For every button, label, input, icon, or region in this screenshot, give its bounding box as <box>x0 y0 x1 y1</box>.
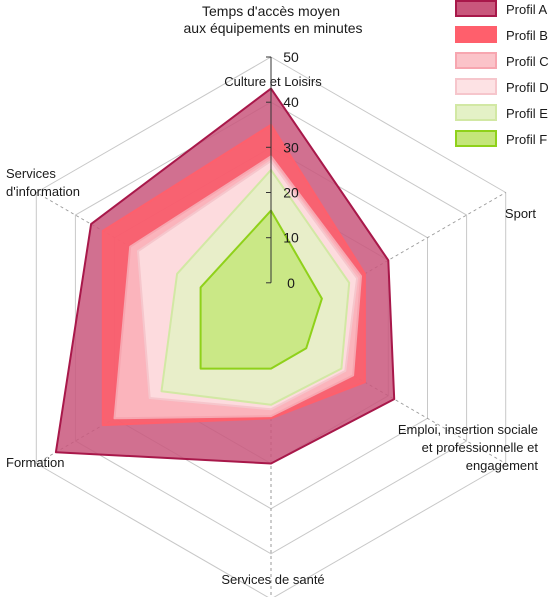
axis-label-sport: Sport <box>505 206 536 221</box>
chart-title-line-1: Temps d'accès moyen <box>202 3 340 19</box>
legend-swatch-profil-e <box>455 104 497 121</box>
tick-label-40: 40 <box>283 94 299 110</box>
axis-label-formation: Formation <box>6 455 65 470</box>
legend-swatch-profil-a <box>455 0 497 17</box>
axis-label-line: Services de santé <box>221 572 324 587</box>
series-layer <box>54 87 396 465</box>
axis-label-line: Emploi, insertion sociale <box>398 422 538 437</box>
axis-label-line: d'information <box>6 184 80 199</box>
axis-label-services-de-sante: Services de santé <box>221 572 324 587</box>
legend-label-profil-a: Profil A <box>506 2 548 17</box>
legend-swatch-profil-f <box>455 130 497 147</box>
tick-label-0: 0 <box>287 275 295 291</box>
tick-label-30: 30 <box>283 139 299 155</box>
legend-swatch-profil-b <box>455 26 497 43</box>
legend-label-profil-b: Profil B <box>506 28 548 43</box>
axis-label-line: engagement <box>466 458 539 473</box>
tick-label-50: 50 <box>283 49 299 65</box>
chart-title: Temps d'accès moyen aux équipements en m… <box>184 3 363 36</box>
legend: Profil A Profil B Profil C Profil D Profil E… <box>455 0 549 147</box>
axis-label-line: et professionnelle et <box>422 440 539 455</box>
radial-axis <box>266 56 272 284</box>
legend-swatch-profil-c <box>455 52 497 69</box>
tick-label-20: 20 <box>283 185 299 201</box>
chart-title-line-2: aux équipements en minutes <box>184 20 363 36</box>
radial-tick-labels: 0 10 20 30 40 50 <box>283 49 299 291</box>
legend-label-profil-c: Profil C <box>506 54 549 69</box>
axis-label-line: Formation <box>6 455 65 470</box>
grid-ring-4 <box>74 101 468 555</box>
legend-label-profil-e: Profil E <box>506 106 548 121</box>
legend-label-profil-f: Profil F <box>506 132 547 147</box>
series-profil-f-area <box>199 209 323 370</box>
legend-swatch-profil-d <box>455 78 497 95</box>
axis-label-line: Services <box>6 166 56 181</box>
tick-label-10: 10 <box>283 230 299 246</box>
axis-label-services-d-information: Services d'information <box>6 166 80 199</box>
legend-label-profil-d: Profil D <box>506 80 549 95</box>
axis-label-culture-et-loisirs: Culture et Loisirs <box>224 74 322 89</box>
axis-label-emploi-insertion-sociale-et-professionnelle-et-engagement: Emploi, insertion sociale et professionne… <box>398 422 539 473</box>
axis-label-line: Culture et Loisirs <box>224 74 322 89</box>
axis-labels: Culture et Loisirs Sport Emploi, insertion… <box>6 74 538 587</box>
axis-label-line: Sport <box>505 206 536 221</box>
